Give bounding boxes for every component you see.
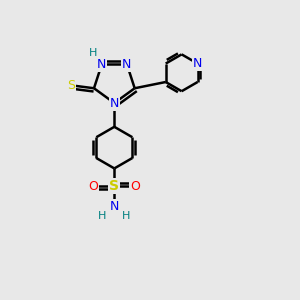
Text: N: N	[110, 200, 119, 213]
Text: N: N	[110, 97, 119, 110]
Text: S: S	[67, 79, 75, 92]
Text: H: H	[89, 48, 98, 58]
Text: N: N	[193, 57, 202, 70]
Text: O: O	[88, 180, 98, 193]
Text: S: S	[109, 179, 119, 193]
Text: H: H	[98, 211, 106, 221]
Text: O: O	[130, 180, 140, 193]
Text: N: N	[122, 58, 132, 71]
Text: N: N	[97, 58, 106, 71]
Text: H: H	[122, 211, 130, 221]
